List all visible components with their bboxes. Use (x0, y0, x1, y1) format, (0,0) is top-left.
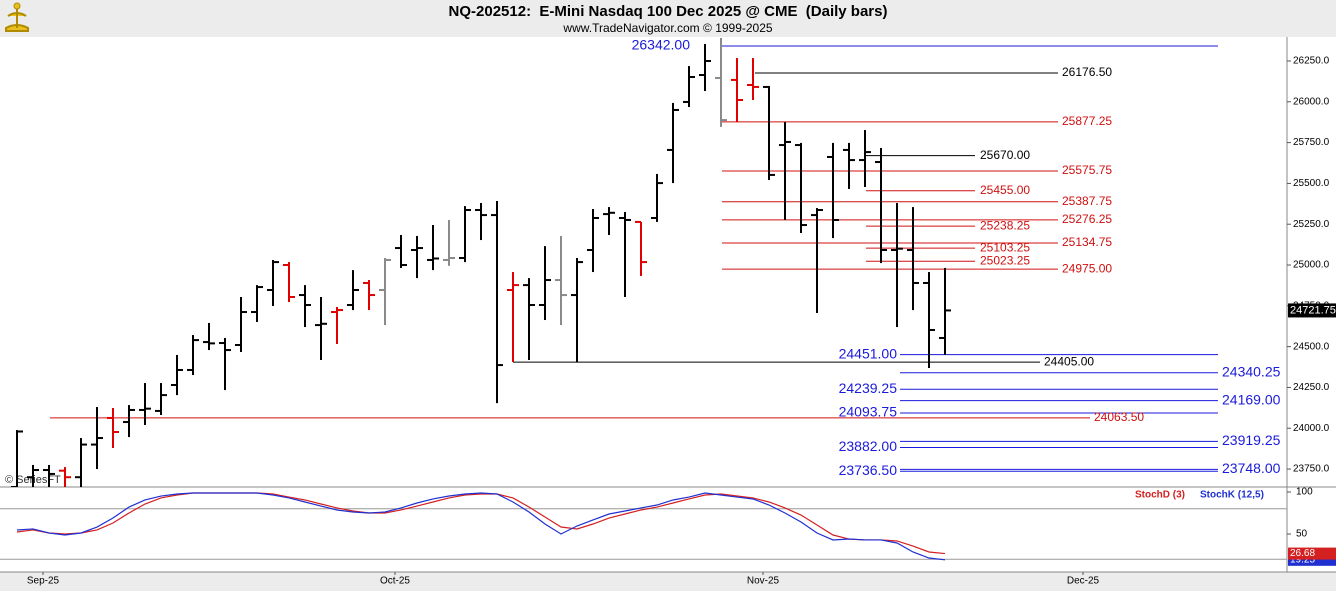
axes: 23750.024000.024250.024500.024750.025000… (27, 37, 1336, 587)
level-label: 23882.00 (839, 438, 898, 454)
price-plot (11, 37, 1218, 487)
level-label: 24975.00 (1062, 261, 1112, 275)
y-tick-label: 25000.0 (1293, 260, 1330, 271)
last-value-label: 26.68 (1290, 548, 1315, 559)
stoch-plot (0, 492, 1287, 561)
y-tick-label: 26000.0 (1293, 96, 1330, 107)
level-label: 25575.75 (1062, 163, 1112, 177)
level-label: 23919.25 (1222, 432, 1281, 448)
y-tick-label: 24500.0 (1293, 341, 1330, 352)
stoch-line (16, 492, 946, 561)
last-value-box (1288, 547, 1336, 560)
level-label: 25670.00 (980, 148, 1030, 162)
level-label: 25276.25 (1062, 212, 1112, 226)
y-tick-label: 25250.0 (1293, 219, 1330, 230)
x-tick-label: Sep-25 (27, 576, 60, 587)
y-tick-label: 24250.0 (1293, 382, 1330, 393)
y-tick-label: 25750.0 (1293, 137, 1330, 148)
y-tick-label: 23750.0 (1293, 464, 1330, 475)
header-bg (0, 0, 1336, 37)
legend-entry: StochD (3) (1135, 490, 1185, 501)
level-label: 25134.75 (1062, 235, 1112, 249)
level-label: 23736.50 (839, 462, 898, 478)
level-label: 25455.00 (980, 183, 1030, 197)
level-label: 25238.25 (980, 218, 1030, 232)
x-tick-label: Dec-25 (1067, 576, 1100, 587)
level-label: 24405.00 (1044, 354, 1094, 368)
x-tick-label: Nov-25 (747, 576, 780, 587)
level-label: 26176.50 (1062, 65, 1112, 79)
chart-title: NQ-202512: E-Mini Nasdaq 100 Dec 2025 @ … (449, 3, 888, 20)
level-label: 25023.25 (980, 253, 1030, 267)
legend-entry: StochK (12,5) (1200, 490, 1264, 501)
chart-subtitle: www.TradeNavigator.com © 1999-2025 (562, 21, 772, 35)
y-tick-label: 25500.0 (1293, 178, 1330, 189)
last-value-label: 19.25 (1290, 554, 1315, 565)
level-label: 23748.00 (1222, 460, 1281, 476)
level-label: 25103.25 (980, 240, 1030, 254)
y-tick-label: 26250.0 (1293, 56, 1330, 67)
level-label: 25387.75 (1062, 194, 1112, 208)
last-price-label: 24721.75 (1290, 304, 1336, 316)
level-label: 24063.50 (1094, 410, 1144, 424)
logo (5, 2, 29, 32)
level-label: 24093.75 (839, 404, 898, 420)
level-label: 25877.25 (1062, 114, 1112, 128)
stoch-line (16, 492, 946, 555)
last-price-box (1288, 303, 1336, 318)
y-tick-label: 100 (1296, 487, 1313, 498)
level-label: 24239.25 (839, 380, 898, 396)
level-label: 24169.00 (1222, 391, 1281, 407)
level-label: 26342.00 (632, 37, 691, 53)
y-tick-label: 24000.0 (1293, 423, 1330, 434)
x-tick-label: Oct-25 (380, 576, 410, 587)
y-tick-label: 50 (1296, 529, 1308, 540)
x-axis-bg (0, 572, 1336, 591)
plot-bg (0, 37, 1336, 572)
level-label: 24340.25 (1222, 363, 1281, 379)
level-label: 24451.00 (839, 345, 898, 361)
